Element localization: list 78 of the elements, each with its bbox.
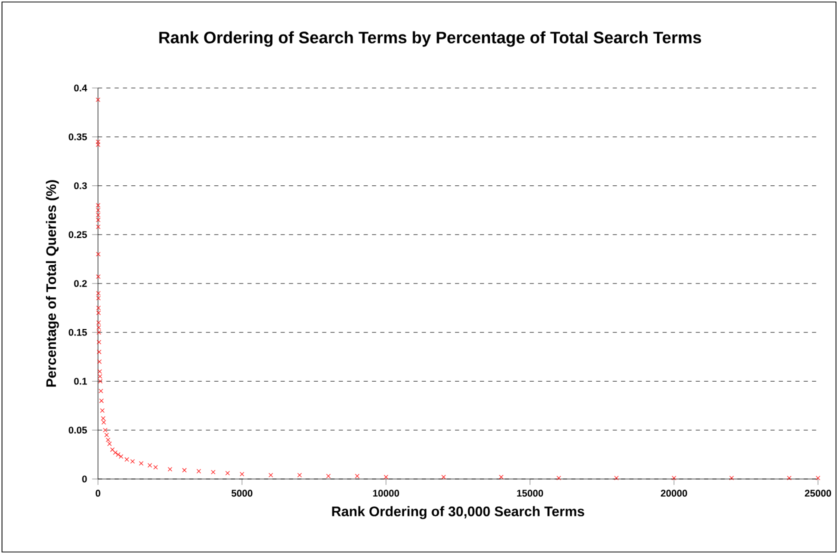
point [354, 474, 360, 478]
y-tick-label: 0.05 [68, 426, 87, 434]
x-tick-label: 5000 [232, 490, 252, 497]
point [96, 350, 102, 354]
x-tick-label: 20000 [660, 490, 688, 497]
point [124, 457, 130, 462]
x-tick-label: 10000 [373, 490, 400, 497]
point [130, 459, 135, 464]
point [138, 461, 144, 466]
point [297, 472, 302, 478]
y-tick-label: 0.3 [74, 182, 87, 190]
point [182, 468, 187, 472]
point [153, 465, 158, 470]
point [102, 428, 108, 432]
point [556, 476, 562, 480]
point [96, 140, 100, 144]
x-tick-label: 25000 [804, 490, 832, 497]
point [98, 379, 103, 384]
point [99, 398, 104, 404]
point [98, 374, 102, 379]
point [326, 474, 331, 478]
point [96, 296, 101, 300]
point [96, 142, 100, 147]
point [118, 454, 124, 459]
point [110, 447, 115, 452]
point [210, 470, 216, 474]
point [816, 476, 820, 480]
point [96, 97, 100, 102]
point [113, 450, 118, 455]
point [498, 474, 504, 480]
point [100, 408, 105, 413]
point [96, 325, 101, 330]
y-tick-label: 0.25 [68, 231, 87, 238]
point [106, 438, 110, 442]
point [786, 476, 792, 480]
point [96, 252, 100, 256]
point [196, 468, 202, 474]
point [104, 432, 109, 438]
point [148, 463, 152, 468]
point [729, 476, 734, 480]
point [96, 212, 100, 218]
point [96, 340, 102, 344]
point [102, 420, 106, 425]
point [441, 474, 446, 480]
point [96, 208, 100, 212]
point [100, 416, 106, 421]
point [97, 359, 102, 364]
point [96, 310, 101, 316]
x-tick-label: 15000 [517, 490, 544, 497]
point [97, 369, 102, 374]
point [96, 203, 100, 208]
point [116, 452, 120, 457]
point [96, 306, 101, 310]
point [614, 476, 619, 480]
point [96, 218, 100, 222]
x-tick-label: 0 [96, 490, 100, 497]
point [107, 442, 112, 446]
point [168, 466, 172, 472]
point [98, 388, 104, 394]
point [672, 476, 676, 480]
chart-title: Rank Ordering of Search Terms by Percentage of Total Search Terms [159, 31, 702, 47]
point [96, 320, 101, 325]
y-tick-label: 0.4 [74, 84, 88, 92]
point [96, 291, 101, 296]
y-tick-label: 0.2 [74, 280, 87, 287]
point [225, 470, 230, 476]
x-axis-title: Rank Ordering of 30,000 Search Terms [332, 506, 584, 520]
y-axis-title: Percentage of Total Queries (%) [46, 180, 59, 387]
y-tick-label: 0.15 [68, 328, 87, 336]
point [96, 274, 101, 279]
y-tick-label: 0.35 [68, 133, 87, 140]
point [96, 330, 102, 335]
point [240, 472, 244, 476]
y-tick-label: 0 [82, 476, 87, 482]
point [384, 474, 388, 480]
y-tick-label: 0.1 [74, 378, 87, 385]
point [96, 224, 100, 230]
point [268, 472, 274, 478]
